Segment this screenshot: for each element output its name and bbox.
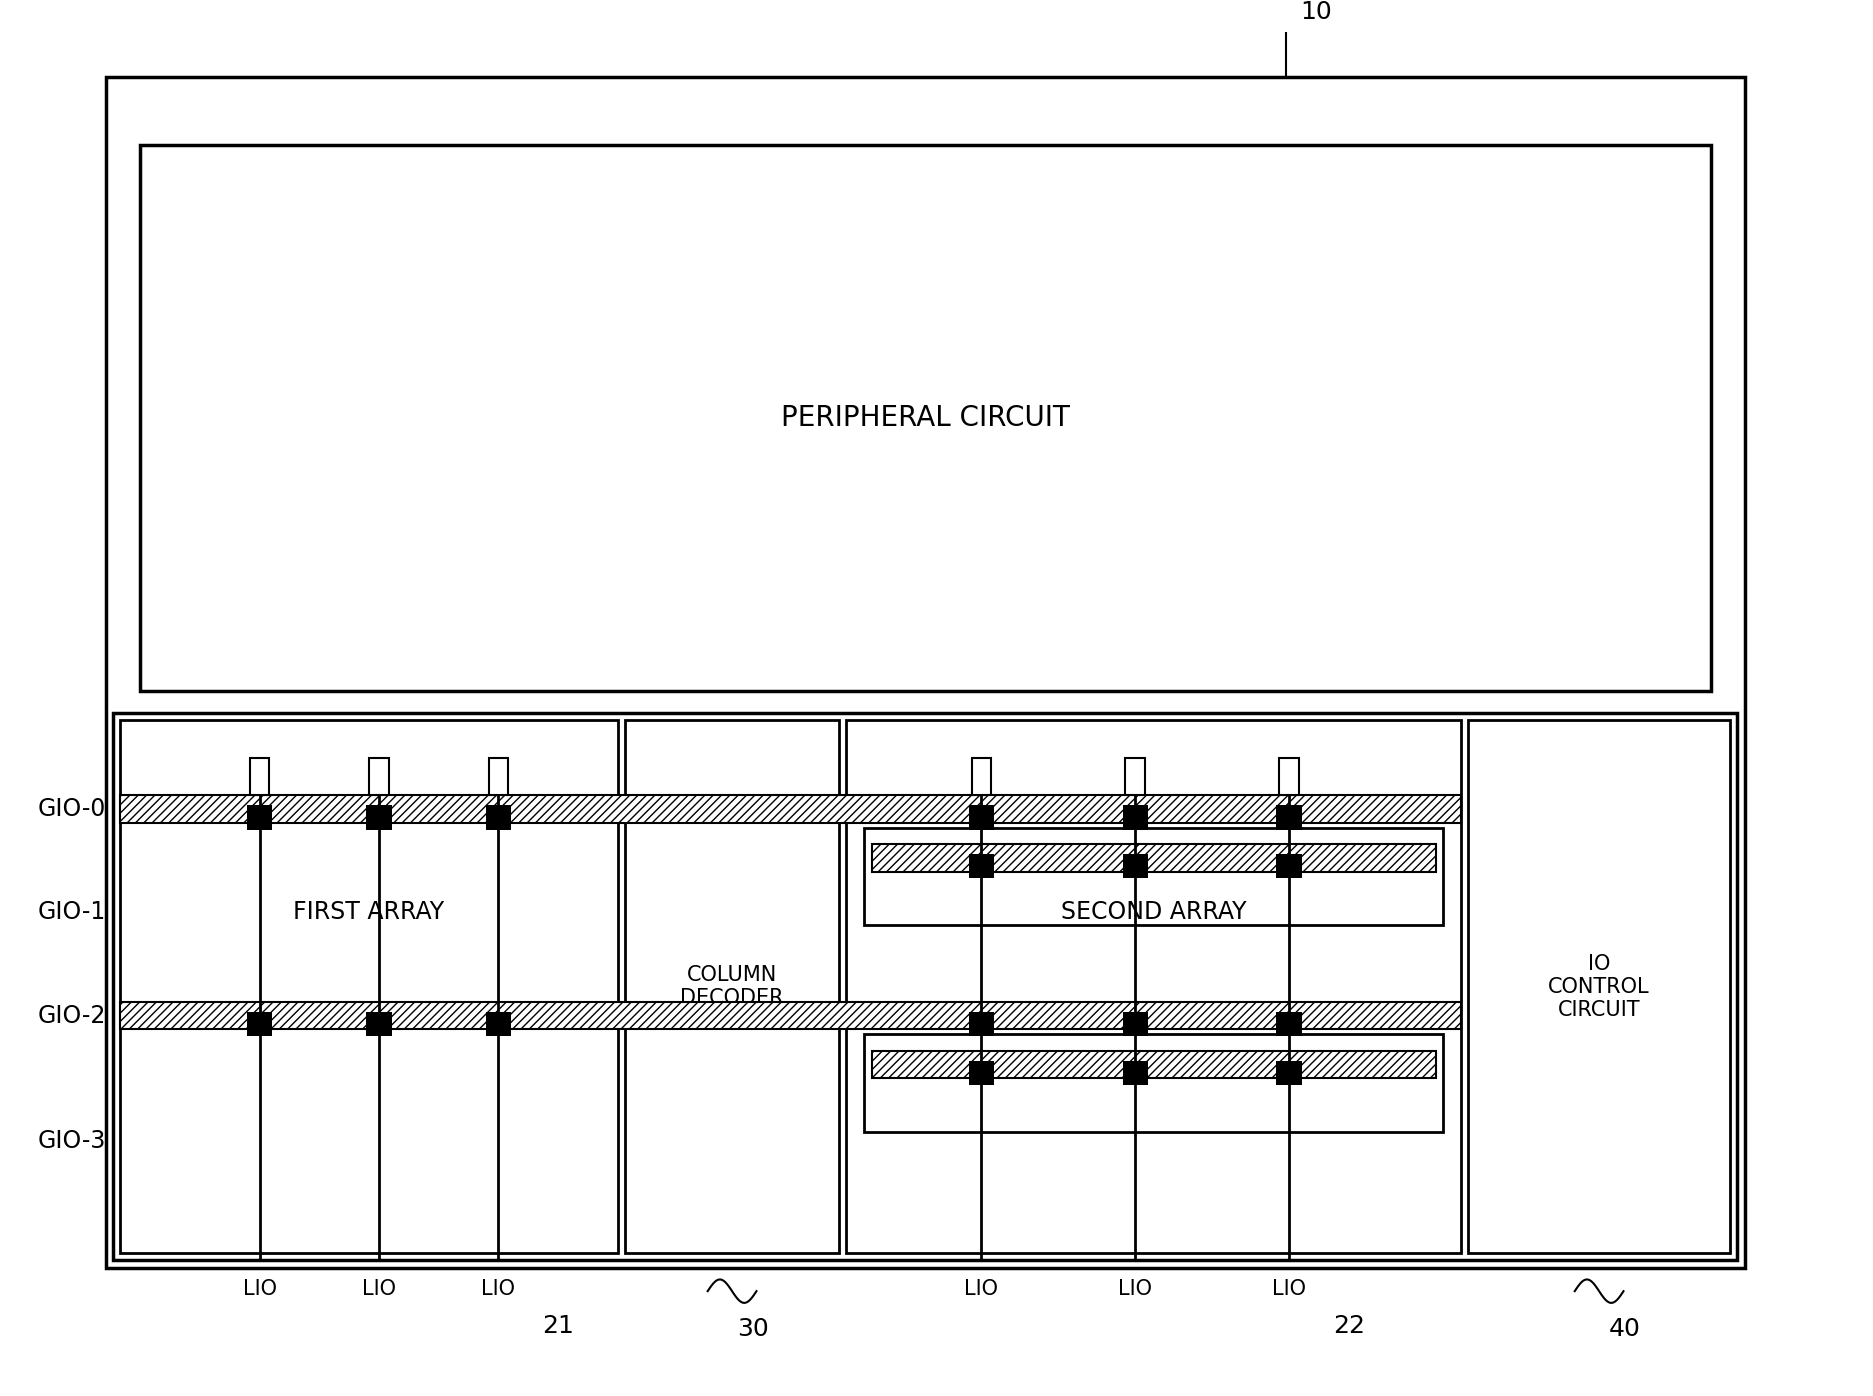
- Bar: [1467, 720, 1729, 1254]
- Bar: [968, 1012, 995, 1036]
- Bar: [369, 758, 388, 796]
- Text: 22: 22: [1332, 1314, 1364, 1337]
- Text: LIO: LIO: [242, 1280, 277, 1300]
- Bar: [863, 1034, 1442, 1132]
- Bar: [968, 805, 995, 829]
- Bar: [1122, 1061, 1148, 1085]
- Bar: [871, 845, 1435, 871]
- Text: GIO-2: GIO-2: [37, 1004, 105, 1027]
- Bar: [863, 828, 1442, 926]
- Text: SECOND ARRAY: SECOND ARRAY: [1060, 900, 1246, 924]
- Text: LIO: LIO: [1272, 1280, 1305, 1300]
- Bar: [624, 720, 839, 1254]
- Bar: [1122, 1012, 1148, 1036]
- Bar: [247, 805, 272, 829]
- Bar: [365, 805, 391, 829]
- Bar: [968, 854, 995, 878]
- Bar: [1122, 805, 1148, 829]
- Text: GIO-3: GIO-3: [37, 1129, 105, 1153]
- Text: COLUMN
DECODER: COLUMN DECODER: [680, 965, 783, 1008]
- Text: FIRST ARRAY: FIRST ARRAY: [294, 900, 444, 924]
- Bar: [1122, 854, 1148, 878]
- Bar: [120, 720, 618, 1254]
- Bar: [485, 805, 511, 829]
- Bar: [105, 77, 1744, 1268]
- Bar: [120, 796, 1461, 822]
- Bar: [972, 758, 991, 796]
- Bar: [847, 720, 1461, 1254]
- Text: GIO-0: GIO-0: [37, 797, 105, 821]
- Bar: [1276, 1012, 1302, 1036]
- Bar: [120, 1002, 1461, 1029]
- Text: 30: 30: [736, 1316, 768, 1340]
- Text: LIO: LIO: [361, 1280, 395, 1300]
- Text: 10: 10: [1300, 0, 1332, 24]
- Text: LIO: LIO: [1118, 1280, 1152, 1300]
- Bar: [1276, 854, 1302, 878]
- Bar: [140, 145, 1710, 691]
- Text: 21: 21: [541, 1314, 573, 1337]
- Text: LIO: LIO: [481, 1280, 515, 1300]
- Bar: [489, 758, 508, 796]
- Bar: [1126, 758, 1144, 796]
- Bar: [968, 1061, 995, 1085]
- Bar: [1279, 758, 1298, 796]
- Bar: [249, 758, 270, 796]
- Bar: [1276, 1061, 1302, 1085]
- Bar: [485, 1012, 511, 1036]
- Text: 40: 40: [1609, 1316, 1641, 1340]
- Text: PERIPHERAL CIRCUIT: PERIPHERAL CIRCUIT: [781, 403, 1069, 431]
- Text: IO
CONTROL
CIRCUIT: IO CONTROL CIRCUIT: [1547, 953, 1648, 1020]
- Text: LIO: LIO: [965, 1280, 998, 1300]
- Text: GIO-1: GIO-1: [37, 900, 105, 924]
- Bar: [1276, 805, 1302, 829]
- Bar: [114, 713, 1736, 1261]
- Bar: [871, 1051, 1435, 1078]
- Bar: [247, 1012, 272, 1036]
- Bar: [365, 1012, 391, 1036]
